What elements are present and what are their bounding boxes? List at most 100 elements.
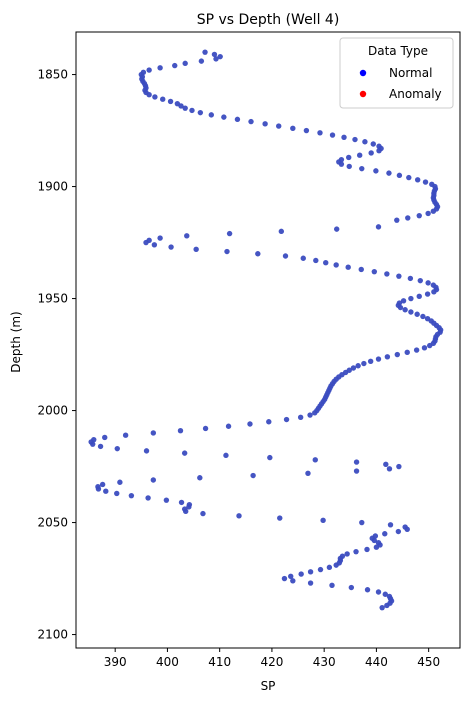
plot-frame: [75, 31, 461, 649]
data-point-normal: [146, 67, 152, 73]
data-point-normal: [383, 461, 389, 468]
data-point-normal: [189, 107, 195, 114]
data-point-normal: [386, 466, 393, 472]
data-point-normal: [379, 604, 385, 611]
chart-title: SP vs Depth (Well 4): [197, 12, 340, 28]
data-point-normal: [117, 479, 123, 485]
data-point-normal: [266, 419, 272, 425]
data-point-normal: [424, 291, 431, 297]
data-point-normal: [313, 257, 319, 264]
x-tick-label: 450: [417, 655, 440, 669]
data-point-normal: [404, 349, 410, 356]
data-point-normal: [431, 289, 437, 295]
data-point-normal: [160, 96, 166, 102]
data-point-normal: [248, 118, 254, 125]
data-point-normal: [334, 226, 340, 232]
data-point-normal: [420, 313, 426, 320]
data-point-normal: [384, 602, 390, 609]
data-point-normal: [221, 114, 227, 120]
legend-box: [339, 37, 454, 109]
data-point-normal: [396, 172, 403, 179]
data-point-normal: [234, 116, 241, 123]
data-point-normal: [416, 293, 422, 300]
data-point-normal: [402, 307, 408, 313]
legend-marker-anomaly: [359, 90, 367, 98]
data-point-normal: [276, 123, 282, 129]
data-point-normal: [197, 475, 203, 481]
data-point-normal: [413, 347, 420, 353]
data-point-normal: [405, 215, 411, 221]
y-tick-label: 1950: [37, 292, 68, 306]
legend-label-normal: Normal: [389, 66, 432, 80]
y-tick-label: 2000: [37, 404, 68, 418]
data-point-normal: [417, 277, 423, 284]
data-point-normal: [300, 255, 306, 261]
data-point-normal: [177, 428, 184, 434]
data-point-normal: [290, 125, 296, 132]
y-tick-label: 1850: [37, 68, 68, 82]
data-point-normal: [400, 298, 407, 304]
x-tick-label: 440: [365, 655, 388, 669]
data-point-normal: [151, 242, 158, 248]
x-tick-label: 400: [156, 655, 179, 669]
data-point-normal: [375, 589, 382, 595]
data-point-normal: [150, 430, 157, 436]
data-point-normal: [143, 448, 150, 454]
legend-label-anomaly: Anomaly: [389, 87, 442, 101]
data-point-normal: [186, 504, 192, 510]
data-point-normal: [226, 230, 233, 237]
data-point-normal: [345, 264, 351, 270]
data-point-normal: [353, 468, 360, 474]
data-point-normal: [236, 513, 242, 519]
data-point-normal: [95, 486, 102, 492]
data-point-normal: [163, 497, 170, 503]
legend-marker-normal: [359, 69, 367, 77]
data-point-normal: [394, 217, 400, 223]
data-point-normal: [178, 499, 185, 506]
data-point-normal: [348, 584, 355, 591]
data-point-normal: [184, 233, 190, 239]
data-point-normal: [208, 112, 215, 118]
data-point-normal: [320, 517, 326, 524]
data-point-normal: [323, 260, 329, 266]
data-point-normal: [90, 441, 96, 447]
x-axis-ticks: 390 400 410 420 430 440 450: [104, 648, 440, 669]
data-point-normal: [414, 177, 421, 183]
data-point-normal: [396, 273, 402, 279]
data-point-normal: [182, 105, 188, 111]
data-point-normal: [317, 130, 323, 136]
data-point-normal: [416, 212, 422, 219]
y-axis-label: Depth (m): [9, 311, 23, 372]
data-point-normal: [382, 531, 388, 537]
data-point-normal: [353, 548, 359, 555]
data-point-normal: [103, 488, 109, 494]
data-point-normal: [386, 170, 392, 176]
data-point-normal: [145, 495, 151, 501]
data-point-normal: [329, 582, 335, 588]
scatter-points: [88, 49, 444, 611]
data-point-normal: [396, 463, 402, 470]
y-axis-ticks: 1850 1900 1950 2000 2050 2100: [37, 68, 76, 642]
data-point-normal: [99, 481, 106, 488]
data-point-normal: [426, 342, 433, 349]
data-point-normal: [352, 136, 358, 143]
data-point-normal: [362, 139, 368, 145]
data-point-normal: [333, 262, 339, 268]
data-point-normal: [382, 591, 388, 597]
data-point-normal: [361, 360, 367, 367]
data-point-normal: [341, 134, 347, 140]
data-point-normal: [290, 578, 296, 584]
data-point-normal: [407, 275, 414, 282]
data-point-normal: [370, 141, 376, 147]
data-point-normal: [421, 345, 428, 351]
data-point-normal: [376, 148, 382, 154]
data-point-normal: [278, 228, 285, 235]
data-point-normal: [375, 356, 382, 362]
data-point-normal: [281, 575, 288, 582]
data-point-normal: [211, 51, 218, 58]
data-point-normal: [364, 546, 370, 553]
data-point-normal: [425, 210, 431, 217]
legend-title: Data Type: [368, 44, 428, 58]
data-point-normal: [373, 544, 380, 550]
data-point-normal: [397, 304, 404, 311]
